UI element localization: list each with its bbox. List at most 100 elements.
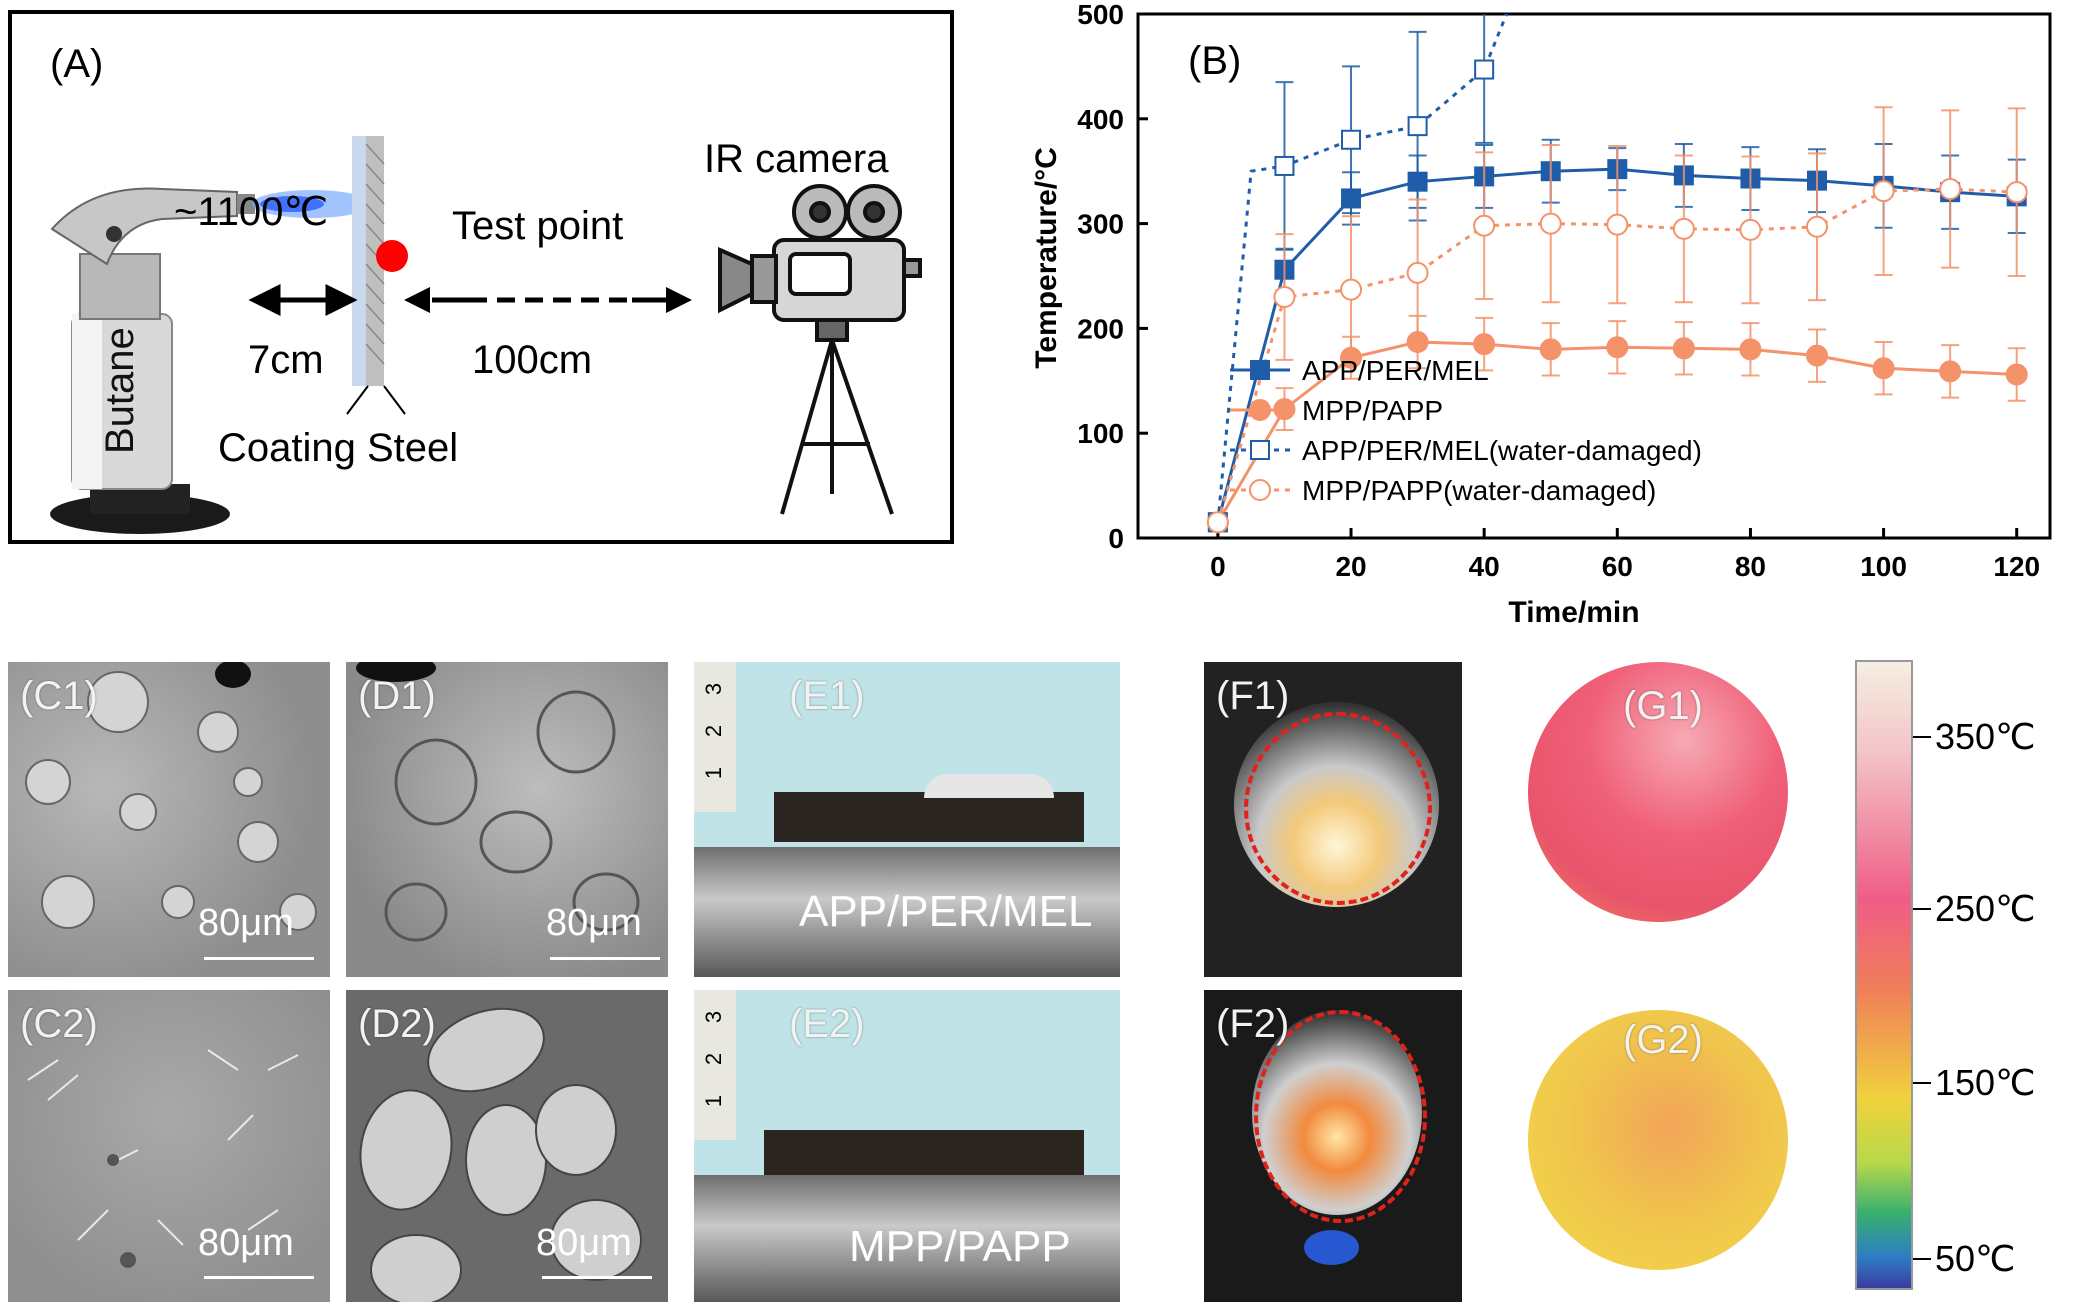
y-tick-label: 0 <box>1108 523 1124 554</box>
panel-c2-label: (C2) <box>20 1002 98 1046</box>
panel-f1-label: (F1) <box>1216 674 1290 718</box>
panel-g1-label: (G1) <box>1623 684 1703 728</box>
scale-bar <box>204 1276 314 1279</box>
colorbar-tick <box>1913 1082 1931 1084</box>
photo-f1: (F1) <box>1204 662 1462 977</box>
data-point <box>1939 360 1962 383</box>
series-line <box>1216 14 1509 523</box>
burn-circle <box>1254 1010 1427 1223</box>
data-point <box>1474 59 1495 80</box>
butane-label: Butane <box>98 327 142 454</box>
ruler-mark: 1 <box>701 766 727 780</box>
data-point <box>1539 212 1562 235</box>
scale-bar <box>550 957 660 960</box>
panel-g2-label: (G2) <box>1623 1018 1703 1062</box>
data-point <box>2005 181 2028 204</box>
legend-label: MPP/PAPP(water-damaged) <box>1302 475 1656 506</box>
panel-a-schematic: (A) <box>8 10 954 544</box>
photo-e2: 3 2 1 (E2) MPP/PAPP <box>694 990 1120 1302</box>
data-point <box>1273 285 1296 308</box>
sem-image-d2: (D2) 80μm <box>346 990 668 1302</box>
panel-c1-label: (C1) <box>20 674 98 718</box>
data-point <box>1340 278 1363 301</box>
data-point <box>1872 357 1895 380</box>
panel-a-label: (A) <box>50 42 104 86</box>
char-layer <box>774 792 1084 842</box>
data-point <box>1872 180 1895 203</box>
panel-d1-label: (D1) <box>358 674 436 718</box>
scale-bar <box>542 1276 652 1279</box>
colorbar-label-150: 150℃ <box>1935 1062 2036 1103</box>
test-point-label: Test point <box>452 204 624 248</box>
data-point <box>1274 155 1295 176</box>
panel-b-label: (B) <box>1188 39 1241 83</box>
distance-arrow-7cm <box>248 283 358 317</box>
sem-image-d1: (D1) 80μm <box>346 662 668 977</box>
coating-steel-plate <box>352 136 385 386</box>
x-axis-label: Time/min <box>1508 596 1639 629</box>
x-tick-label: 40 <box>1469 551 1500 582</box>
temperature-label: ~1100℃ <box>174 190 329 234</box>
panel-e1-label: (E1) <box>789 674 865 718</box>
colorbar-tick <box>1913 1258 1931 1260</box>
data-point <box>1539 338 1562 361</box>
ruler <box>694 662 736 812</box>
steel-bench <box>694 847 1120 977</box>
data-point <box>1206 511 1229 534</box>
ir-camera-label: IR camera <box>704 137 889 181</box>
legend-label: APP/PER/MEL <box>1302 355 1489 386</box>
x-tick-label: 60 <box>1602 551 1633 582</box>
scale-label: 80μm <box>198 1222 294 1264</box>
test-point-dot <box>376 240 408 272</box>
scale-label: 80μm <box>536 1222 632 1264</box>
y-tick-label: 100 <box>1077 418 1124 449</box>
data-point <box>1806 215 1829 238</box>
sem-texture <box>27 1049 299 1268</box>
sem-image-c2: (C2) 80μm <box>8 990 330 1302</box>
data-point <box>1739 218 1762 241</box>
distance-100cm-label: 100cm <box>472 338 593 382</box>
ruler-mark: 2 <box>701 1052 727 1066</box>
panel-d2-label: (D2) <box>358 1002 436 1046</box>
colorbar <box>1855 660 1913 1290</box>
legend-label: APP/PER/MEL(water-damaged) <box>1302 435 1702 466</box>
panel-e2-label: (E2) <box>789 1002 865 1046</box>
scale-label: 80μm <box>546 902 642 944</box>
legend-marker <box>1250 360 1270 380</box>
panel-b-chart: 0 20 40 60 80 100 120 0 100 200 300 400 500 Time/min T… <box>1020 0 2075 630</box>
x-tick-label: 0 <box>1210 551 1226 582</box>
butane-torch-icon <box>50 187 255 534</box>
x-tick-label: 80 <box>1735 551 1766 582</box>
photo-f2: (F2) <box>1204 990 1462 1302</box>
ruler-mark: 3 <box>701 682 727 696</box>
y-tick-label: 400 <box>1077 104 1124 135</box>
panel-f2-label: (F2) <box>1216 1002 1290 1046</box>
data-point <box>1606 336 1629 359</box>
data-point <box>1672 217 1695 240</box>
photo-e1: 3 2 1 (E1) APP/PER/MEL <box>694 662 1120 977</box>
thermal-image-g1: (G1) <box>1528 662 1788 922</box>
data-point <box>2005 363 2028 386</box>
ruler-mark: 1 <box>701 1094 727 1108</box>
legend-marker <box>1249 399 1271 421</box>
temperature-chart: 0 20 40 60 80 100 120 0 100 200 300 400 500 Time/min T… <box>1030 0 2052 629</box>
data-point <box>1407 116 1428 137</box>
scale-bar <box>204 957 314 960</box>
legend-label: MPP/PAPP <box>1302 395 1443 426</box>
data-point <box>1606 213 1629 236</box>
colorbar-label-350: 350℃ <box>1935 716 2036 757</box>
y-tick-label: 300 <box>1077 209 1124 240</box>
x-tick-label: 120 <box>1993 551 2040 582</box>
coating-steel-label: Coating Steel <box>218 426 459 470</box>
data-point <box>1739 338 1762 361</box>
y-tick-label: 500 <box>1077 0 1124 30</box>
y-tick-label: 200 <box>1077 313 1124 344</box>
ruler-mark: 3 <box>701 1010 727 1024</box>
legend-marker <box>1249 479 1271 501</box>
sem-texture <box>359 1007 642 1302</box>
char-foam <box>924 774 1054 798</box>
char-layer <box>764 1130 1084 1175</box>
steel-bench <box>694 1175 1120 1302</box>
burn-circle <box>1244 712 1432 905</box>
legend-marker <box>1250 440 1270 460</box>
